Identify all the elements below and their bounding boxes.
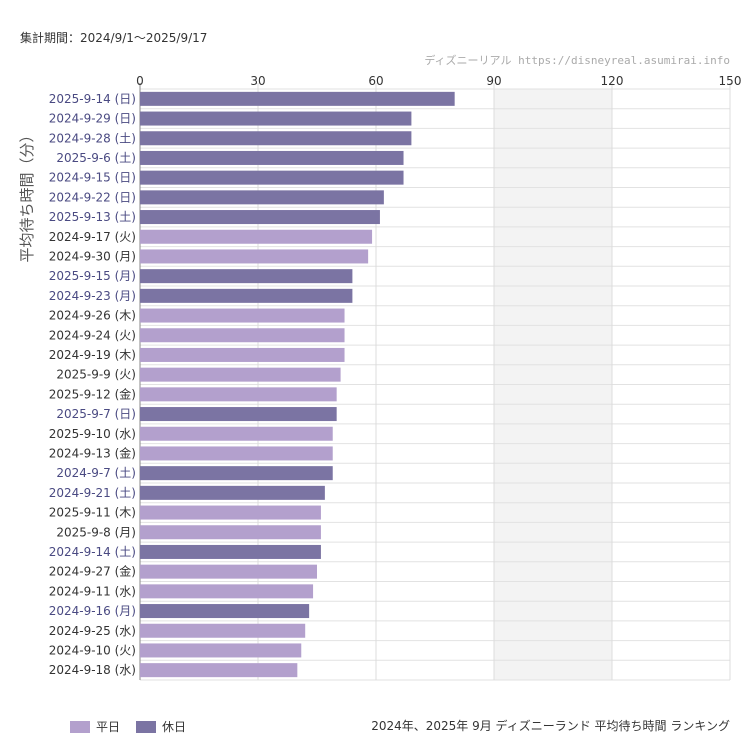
- site-credit: ディズニーリアル https://disneyreal.asumirai.inf…: [424, 54, 730, 67]
- legend-label-holiday: 休日: [162, 720, 187, 734]
- category-label: 2024-9-17 (火): [49, 230, 136, 244]
- category-label: 2024-9-15 (日): [49, 171, 136, 185]
- legend-item-weekday: 平日: [70, 718, 120, 735]
- bar: [140, 249, 369, 264]
- bar: [140, 91, 455, 106]
- bar: [140, 367, 341, 382]
- category-label: 2024-9-10 (火): [49, 643, 136, 657]
- category-label: 2025-9-8 (月): [56, 525, 136, 539]
- bar: [140, 150, 404, 165]
- category-label: 2025-9-15 (月): [49, 269, 136, 283]
- category-label: 2024-9-23 (月): [49, 289, 136, 303]
- bar: [140, 525, 321, 540]
- category-label: 2024-9-24 (火): [49, 328, 136, 342]
- category-label: 2024-9-19 (木): [49, 348, 136, 362]
- category-label: 2024-9-21 (土): [49, 486, 136, 500]
- y-axis-title: 平均待ち時間（分）: [18, 127, 36, 262]
- legend-label-weekday: 平日: [96, 720, 121, 734]
- bar: [140, 663, 298, 678]
- category-label: 2024-9-30 (月): [49, 249, 136, 263]
- category-label: 2025-9-7 (日): [56, 407, 136, 421]
- category-label: 2025-9-9 (火): [56, 368, 136, 382]
- chart-legend: 平日 休日: [70, 718, 186, 735]
- category-label: 2025-9-11 (木): [49, 506, 136, 520]
- category-label: 2024-9-29 (日): [49, 112, 136, 126]
- bar: [140, 111, 412, 126]
- category-label: 2025-9-13 (土): [49, 210, 136, 224]
- x-tick-label: 30: [250, 74, 265, 88]
- category-label: 2024-9-25 (水): [49, 624, 136, 638]
- category-label: 2024-9-26 (木): [49, 309, 136, 323]
- category-label: 2025-9-10 (水): [49, 427, 136, 441]
- bar: [140, 643, 302, 658]
- bar: [140, 485, 325, 500]
- bar: [140, 505, 321, 520]
- category-label: 2024-9-22 (日): [49, 190, 136, 204]
- bar: [140, 387, 337, 402]
- category-label: 2025-9-12 (金): [49, 386, 136, 401]
- bar: [140, 544, 321, 559]
- category-label: 2024-9-27 (金): [49, 564, 136, 579]
- x-tick-label: 150: [719, 74, 742, 88]
- bar: [140, 308, 345, 323]
- bar: [140, 466, 333, 481]
- x-tick-label: 90: [486, 74, 501, 88]
- category-label: 2024-9-18 (水): [49, 663, 136, 677]
- legend-item-holiday: 休日: [136, 718, 186, 735]
- bar: [140, 269, 353, 284]
- bar: [140, 584, 314, 599]
- bar: [140, 426, 333, 441]
- category-label: 2024-9-7 (土): [56, 466, 136, 480]
- bar: [140, 190, 384, 205]
- bar: [140, 446, 333, 461]
- period-label: 集計期間：2024/9/1〜2025/9/17: [20, 31, 208, 45]
- legend-swatch-weekday: [70, 720, 90, 733]
- bar: [140, 229, 373, 244]
- chart-footer-title: 2024年、2025年 9月 ディズニーランド 平均待ち時間 ランキング: [371, 719, 730, 733]
- bar: [140, 210, 380, 225]
- bar: [140, 131, 412, 146]
- x-tick-label: 120: [601, 74, 624, 88]
- legend-swatch-holiday: [136, 720, 157, 733]
- category-label: 2024-9-11 (水): [49, 584, 136, 598]
- bar: [140, 604, 310, 619]
- bar: [140, 564, 317, 579]
- category-label: 2024-9-14 (土): [49, 545, 136, 559]
- category-label: 2025-9-6 (土): [56, 151, 136, 165]
- category-label: 2024-9-28 (土): [49, 131, 136, 145]
- category-label: 2025-9-14 (日): [49, 92, 136, 106]
- category-label: 2024-9-16 (月): [49, 604, 136, 618]
- category-label: 2024-9-13 (金): [49, 445, 136, 460]
- x-tick-label: 60: [368, 74, 383, 88]
- bar: [140, 328, 345, 343]
- bar: [140, 170, 404, 185]
- bar: [140, 288, 353, 303]
- bar: [140, 407, 337, 422]
- bar: [140, 623, 306, 638]
- x-tick-label: 0: [136, 74, 144, 88]
- bar: [140, 347, 345, 362]
